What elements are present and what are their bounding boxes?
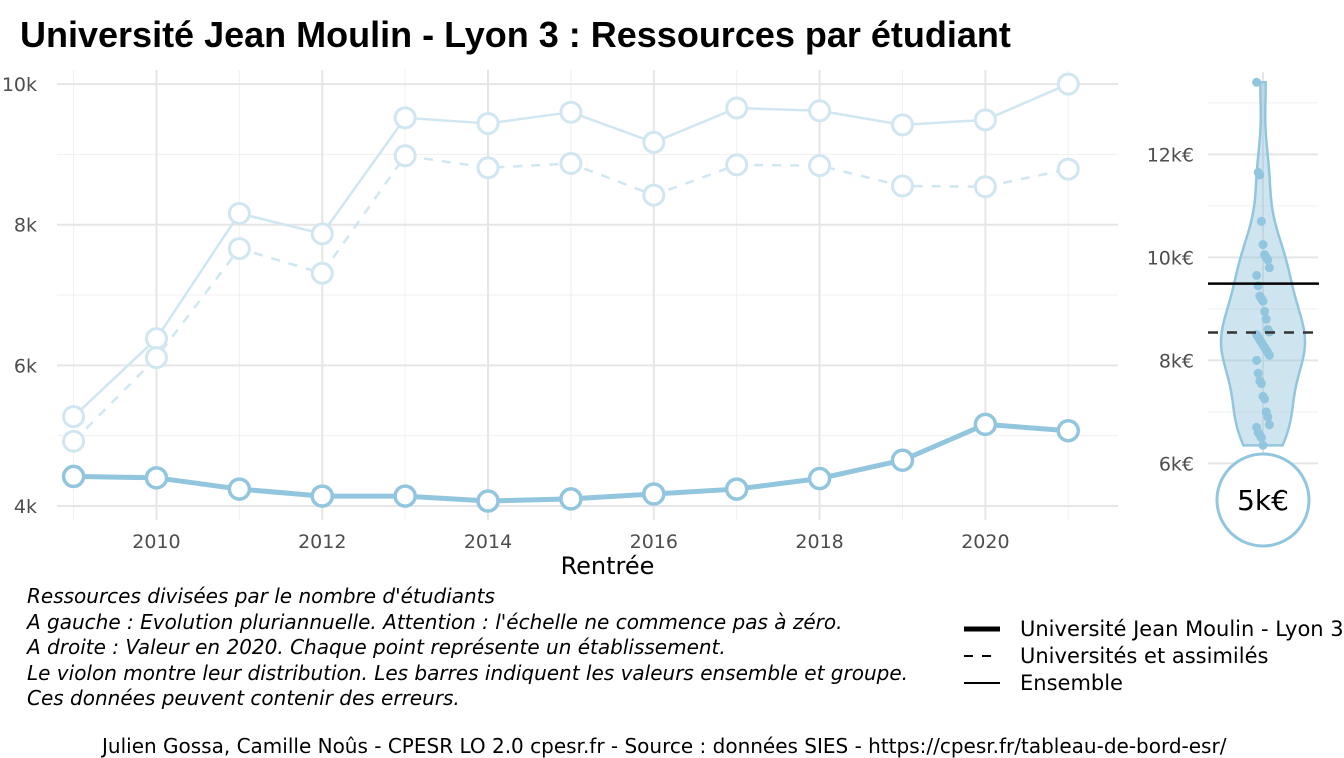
data-point bbox=[642, 130, 666, 154]
x-axis-label: Rentrée bbox=[561, 552, 655, 580]
data-point bbox=[227, 201, 251, 225]
data-point bbox=[61, 464, 86, 489]
data-point bbox=[310, 261, 334, 285]
data-point bbox=[973, 412, 998, 437]
institution-point bbox=[1256, 379, 1266, 389]
data-point bbox=[62, 405, 86, 429]
data-point bbox=[725, 153, 749, 177]
institution-point bbox=[1263, 255, 1273, 265]
y-tick-label: 12k€ bbox=[1147, 144, 1194, 166]
chart-notes: Ressources divisées par le nombre d'étud… bbox=[27, 584, 908, 712]
x-tick-label: 2012 bbox=[298, 531, 346, 553]
data-point bbox=[890, 448, 915, 472]
data-point bbox=[808, 99, 832, 123]
y-tick-label: 10k€ bbox=[1147, 247, 1194, 269]
legend-key-bold bbox=[964, 626, 1000, 631]
data-point bbox=[144, 346, 168, 370]
data-point bbox=[807, 466, 832, 491]
y-tick-label: 10k bbox=[2, 74, 37, 96]
chart-title: Université Jean Moulin - Lyon 3 : Ressou… bbox=[20, 14, 1011, 55]
legend-item-university: Université Jean Moulin - Lyon 3 bbox=[962, 615, 1344, 642]
x-tick-label: 2014 bbox=[464, 531, 512, 553]
data-point bbox=[476, 111, 500, 135]
legend-label: Ensemble bbox=[1020, 670, 1123, 695]
data-point bbox=[642, 482, 666, 506]
data-point bbox=[476, 156, 500, 180]
y-tick-label: 6k bbox=[14, 355, 37, 377]
institution-point bbox=[1261, 314, 1271, 324]
chart-legend: Université Jean Moulin - Lyon 3 Universi… bbox=[962, 615, 1344, 696]
institution-point bbox=[1252, 355, 1262, 365]
institution-point bbox=[1258, 440, 1268, 450]
highlight-bubble bbox=[1215, 452, 1311, 548]
data-point bbox=[642, 183, 666, 207]
note-line: Ces données peuvent contenir des erreurs… bbox=[27, 686, 460, 710]
data-point bbox=[393, 144, 417, 168]
institution-point bbox=[1263, 412, 1273, 422]
data-point bbox=[973, 108, 997, 132]
data-point bbox=[1056, 418, 1081, 443]
institution-point bbox=[1258, 296, 1268, 306]
data-point bbox=[808, 154, 832, 178]
institution-point bbox=[1253, 368, 1263, 378]
institution-point bbox=[1252, 77, 1262, 87]
data-point bbox=[393, 106, 417, 130]
data-point bbox=[559, 100, 583, 124]
data-point bbox=[890, 174, 914, 198]
note-line: A gauche : Evolution pluriannuelle. Atte… bbox=[27, 609, 843, 634]
y-tick-label: 8k€ bbox=[1159, 350, 1194, 372]
data-point bbox=[310, 484, 334, 508]
x-tick-label: 2010 bbox=[132, 531, 180, 553]
highlight-value: 5k€ bbox=[1237, 484, 1289, 517]
institution-point bbox=[1258, 240, 1268, 250]
y-tick-label: 4k bbox=[14, 496, 37, 518]
institution-point bbox=[1260, 306, 1270, 316]
data-point bbox=[1056, 157, 1080, 181]
institution-point bbox=[1256, 433, 1266, 443]
data-point bbox=[393, 484, 417, 508]
note-line: Ressources divisées par le nombre d'étud… bbox=[27, 584, 495, 608]
data-point bbox=[227, 477, 252, 501]
data-point bbox=[144, 466, 169, 490]
data-point bbox=[62, 429, 86, 453]
institution-point bbox=[1256, 216, 1266, 226]
data-point bbox=[725, 96, 749, 120]
data-point bbox=[559, 487, 583, 511]
institution-point bbox=[1264, 350, 1274, 360]
y-tick-label: 8k bbox=[14, 215, 37, 237]
note-line: Le violon montre leur distribution. Les … bbox=[27, 660, 908, 685]
data-point bbox=[476, 489, 500, 513]
institution-point bbox=[1264, 263, 1274, 273]
legend-item-group: Universités et assimilés bbox=[962, 642, 1344, 669]
data-point bbox=[144, 327, 168, 351]
legend-key-solid bbox=[964, 681, 1000, 684]
x-tick-label: 2018 bbox=[795, 531, 843, 553]
violin-shape bbox=[1219, 81, 1307, 447]
institution-point bbox=[1252, 270, 1262, 280]
y-tick-label: 6k€ bbox=[1159, 453, 1194, 475]
data-point bbox=[559, 152, 583, 176]
legend-label: Universités et assimilés bbox=[1020, 643, 1269, 668]
source-caption: Julien Gossa, Camille Noûs - CPESR LO 2.… bbox=[102, 734, 1227, 758]
data-point bbox=[310, 222, 334, 246]
legend-item-ensemble: Ensemble bbox=[962, 669, 1344, 696]
legend-label: Université Jean Moulin - Lyon 3 bbox=[1020, 616, 1344, 641]
data-point bbox=[1056, 72, 1080, 96]
institution-point bbox=[1264, 420, 1274, 430]
data-point bbox=[890, 113, 914, 137]
x-tick-label: 2016 bbox=[630, 531, 678, 553]
note-line: A droite : Valeur en 2020. Chaque point … bbox=[27, 635, 726, 659]
institution-point bbox=[1260, 394, 1270, 404]
data-point bbox=[227, 237, 251, 261]
institution-point bbox=[1255, 170, 1265, 180]
data-point bbox=[724, 477, 749, 501]
data-point bbox=[973, 175, 997, 199]
x-tick-label: 2020 bbox=[961, 531, 1009, 553]
legend-key-dashed bbox=[964, 654, 1000, 657]
